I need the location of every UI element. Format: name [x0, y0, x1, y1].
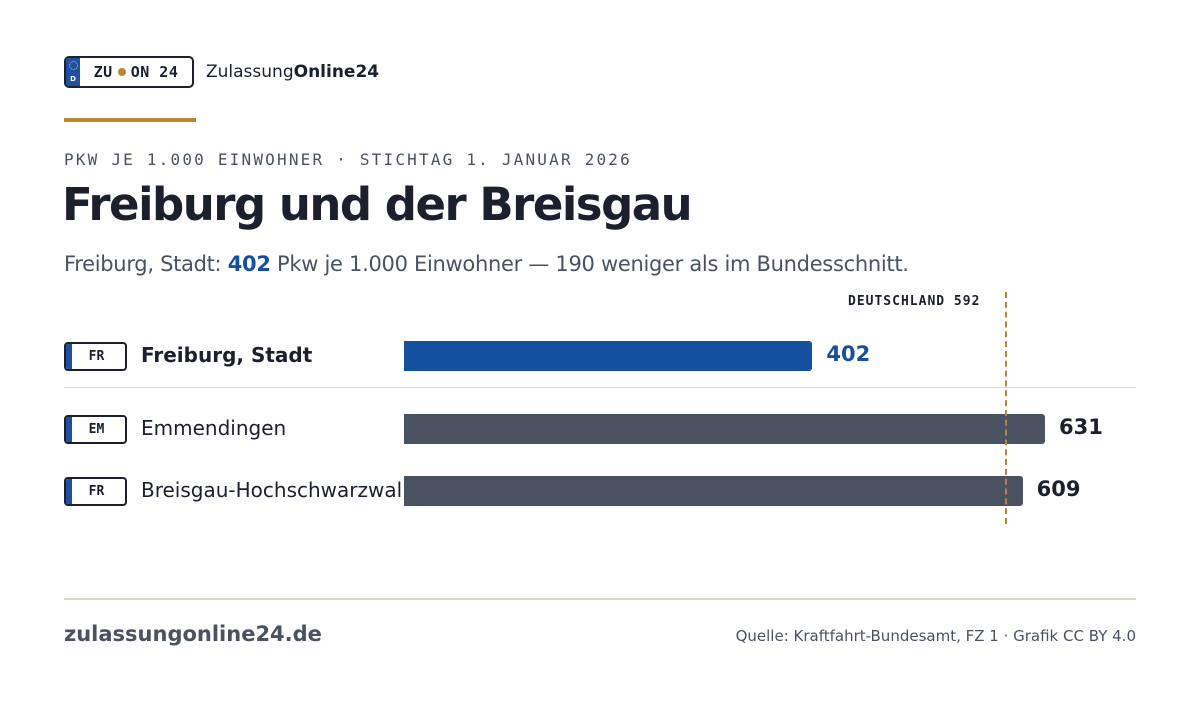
footer-source: Quelle: Kraftfahrt-Bundesamt, FZ 1 · Gra… — [735, 627, 1136, 645]
eu-band: D — [66, 58, 80, 86]
bar — [404, 341, 813, 371]
plate-seal-icon — [117, 68, 126, 76]
bar — [404, 414, 1045, 444]
brand-name-bold: Online24 — [293, 62, 380, 82]
highlight-row-separator — [64, 387, 1136, 388]
eu-stars-icon — [68, 61, 78, 70]
brand-name: ZulassungOnline24 — [206, 62, 379, 82]
category-label: Emmendingen — [141, 416, 287, 440]
chart-title: Freiburg und der Breisgau — [62, 178, 693, 231]
gold-divider — [64, 118, 196, 122]
plate-eu-band — [66, 417, 72, 442]
bar-value-label: 631 — [1059, 415, 1103, 439]
reference-line — [1005, 292, 1008, 524]
category-label: Freiburg, Stadt — [141, 343, 313, 367]
bar-value-label: 609 — [1036, 477, 1081, 501]
chart-kicker: PKW JE 1.000 EINWOHNER · STICHTAG 1. JAN… — [64, 150, 632, 169]
footer-site: zulassungonline24.de — [64, 622, 322, 646]
row-plate-tag: EM — [64, 415, 127, 444]
plate-eu-band — [66, 479, 72, 504]
footer-divider — [64, 598, 1136, 600]
subtitle-suffix: Pkw je 1.000 Einwohner — 190 weniger als… — [270, 252, 909, 276]
plate-eu-band — [66, 344, 72, 369]
chart-subtitle: Freiburg, Stadt: 402 Pkw je 1.000 Einwoh… — [64, 252, 909, 276]
reference-label: DEUTSCHLAND 592 — [848, 294, 981, 309]
subtitle-value: 402 — [227, 252, 271, 276]
category-label: Breisgau-Hochschwarzwald — [141, 478, 403, 502]
brand-plate-logo: D ZU ON 24 — [64, 56, 194, 88]
brand-name-regular: Zulassung — [206, 62, 294, 82]
row-plate-tag: FR — [64, 342, 127, 371]
plate-left-text: ZU — [93, 63, 113, 81]
subtitle-prefix: Freiburg, Stadt: — [64, 252, 228, 276]
plate-code: EM — [88, 422, 105, 437]
bar — [404, 476, 1023, 506]
row-plate-tag: FR — [64, 477, 127, 506]
plate-right-text: ON 24 — [130, 63, 179, 81]
plate-code: FR — [88, 484, 105, 499]
plate-code: FR — [88, 349, 105, 364]
bar-value-label: 402 — [826, 342, 871, 366]
plate-country: D — [70, 75, 76, 83]
